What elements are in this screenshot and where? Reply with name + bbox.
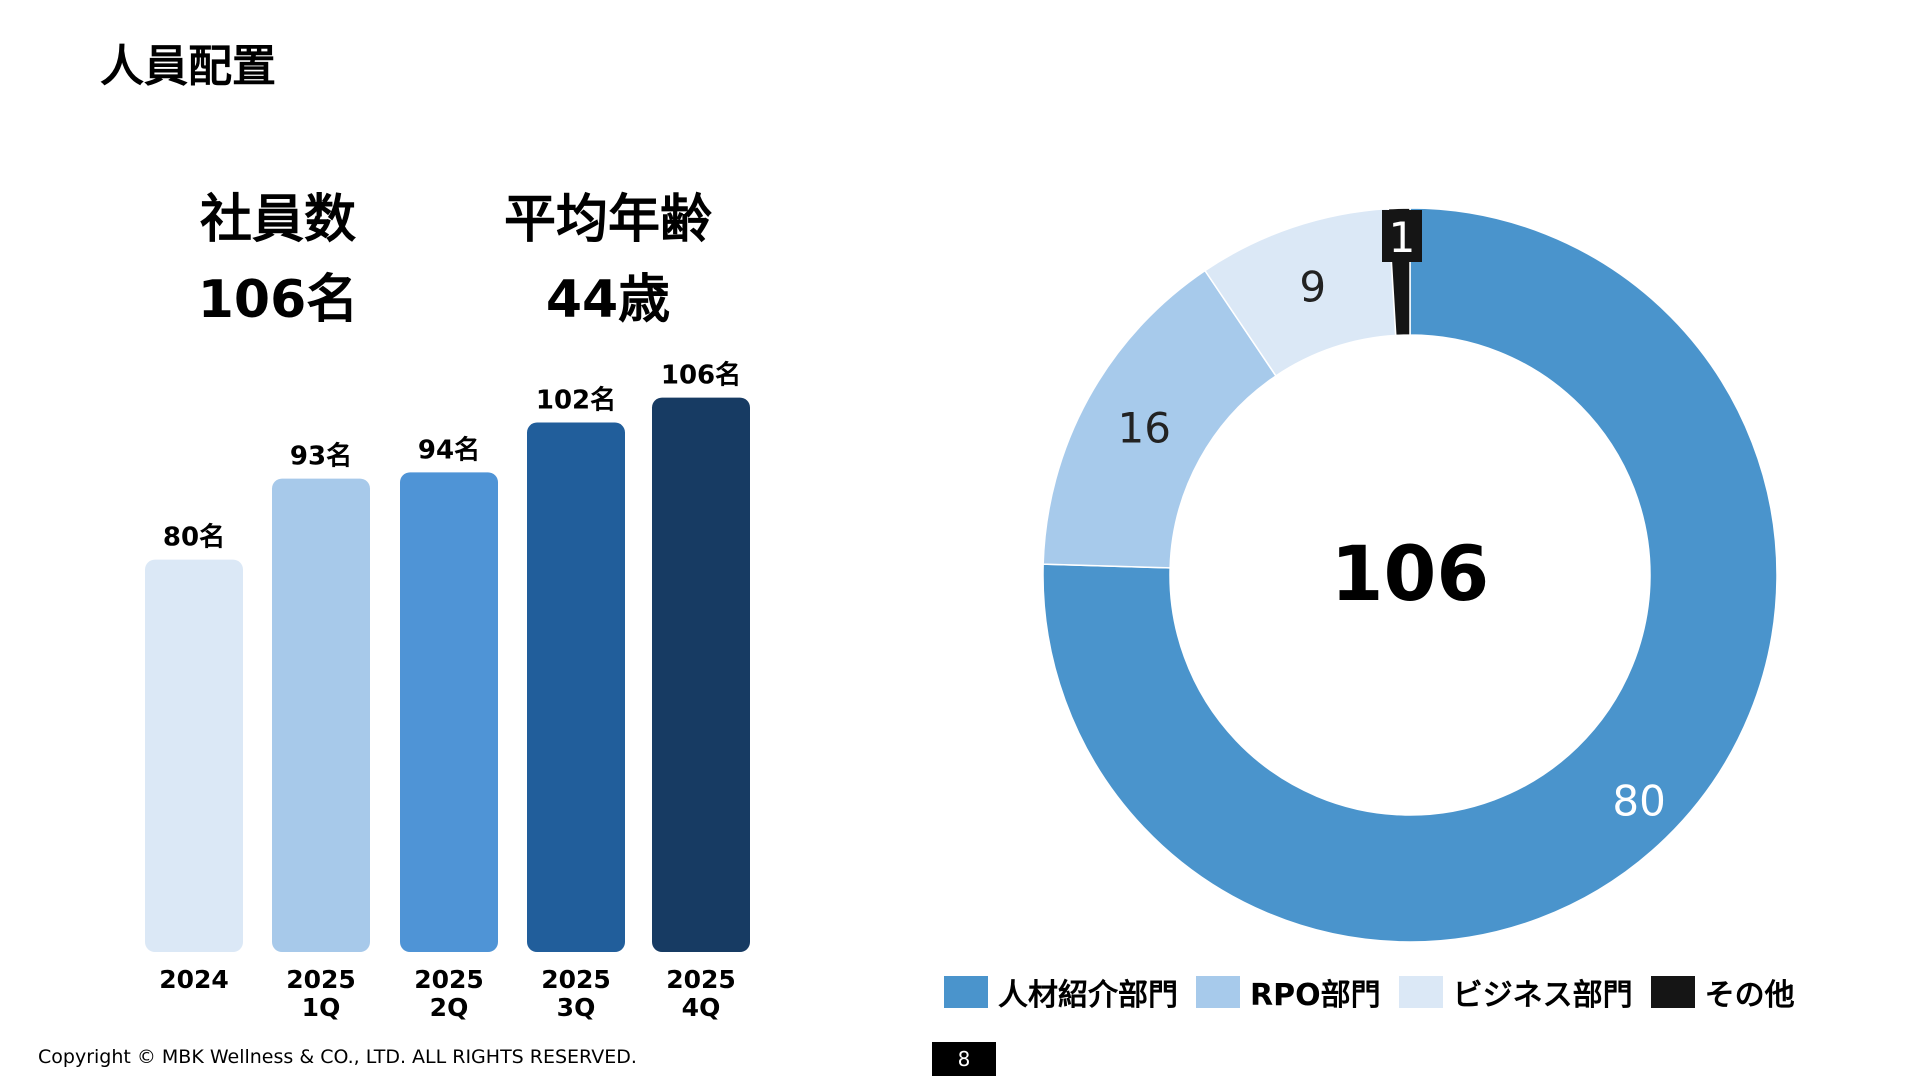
bar <box>272 478 370 952</box>
category-label: 2025 <box>666 965 736 994</box>
legend-swatch <box>1398 976 1443 1008</box>
donut-slice-label: 16 <box>1117 403 1170 452</box>
category-label: 2025 <box>286 965 356 994</box>
category-label: 2025 <box>541 965 611 994</box>
employee-count-value: 106名 <box>197 270 359 330</box>
average-age-value: 44歳 <box>545 270 671 330</box>
bar <box>145 559 243 952</box>
donut-label-background <box>1382 210 1422 262</box>
donut-slice-label: 80 <box>1612 776 1665 825</box>
category-label: 2025 <box>414 965 484 994</box>
average-age-stat: 平均年齢 44歳 <box>448 180 768 340</box>
donut-slice <box>1042 207 1778 943</box>
bar <box>527 422 625 952</box>
bar-data-label: 106名 <box>661 360 741 391</box>
category-label: 1Q <box>302 993 341 1022</box>
average-age-label: 平均年齢 <box>503 190 712 250</box>
legend-label: その他 <box>1704 978 1795 1013</box>
page-title: 人員配置 <box>100 41 276 92</box>
page-number: 8 <box>932 1042 996 1076</box>
legend-swatch <box>1196 976 1240 1008</box>
bar-data-label: 80名 <box>163 522 225 553</box>
donut-center-total: 106 <box>1331 529 1490 618</box>
category-label: 4Q <box>682 993 721 1022</box>
headcount-bar-chart: 80名202493名20251Q94名20252Q102名20253Q106名2… <box>145 360 750 1022</box>
department-donut-chart: 80 16 9 1 106 <box>1042 207 1778 943</box>
employee-count-label: 社員数 <box>199 190 356 250</box>
bar-data-label: 102名 <box>536 385 616 416</box>
legend-label: 人材紹介部門 <box>998 978 1178 1013</box>
legend-swatch <box>1650 976 1695 1008</box>
employee-count-stat: 社員数 106名 <box>118 180 438 340</box>
donut-slice-label: 1 <box>1389 213 1416 262</box>
donut-legend: 人材紹介部門 RPO部門 ビジネス部門 その他 <box>944 970 1813 1014</box>
legend-label: RPO部門 <box>1250 978 1381 1013</box>
category-label: 2024 <box>159 965 229 994</box>
category-label: 3Q <box>557 993 596 1022</box>
legend-label: ビジネス部門 <box>1452 978 1633 1013</box>
bar-data-label: 94名 <box>418 434 480 465</box>
category-label: 2Q <box>430 993 469 1022</box>
copyright: Copyright © MBK Wellness & CO., LTD. ALL… <box>38 1046 637 1068</box>
bar <box>652 397 750 952</box>
bar-data-label: 93名 <box>290 441 352 472</box>
legend-swatch <box>944 976 988 1008</box>
donut-slice-label: 9 <box>1299 262 1326 311</box>
bar <box>400 472 498 952</box>
